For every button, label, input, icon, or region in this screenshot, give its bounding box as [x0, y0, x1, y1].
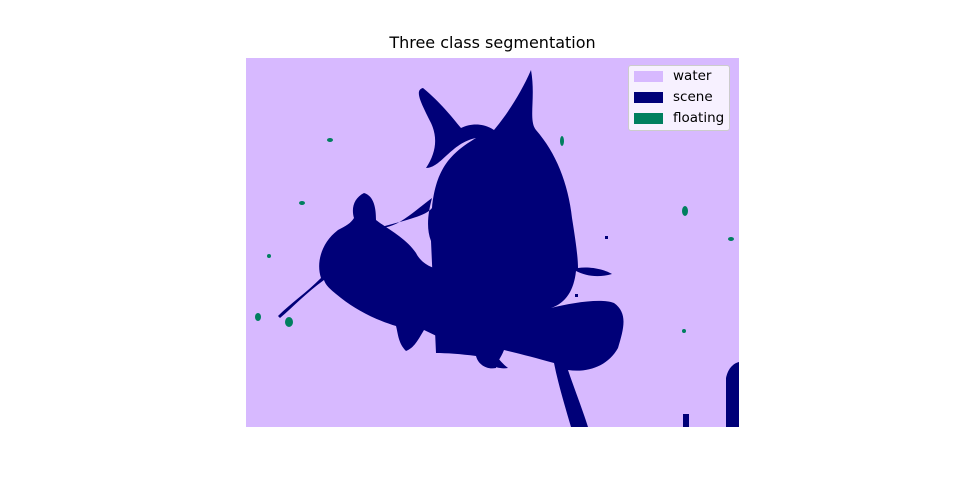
legend-label-scene: scene [673, 89, 713, 105]
floating-speck-8 [728, 237, 734, 241]
scene-speck-2 [575, 294, 578, 297]
legend-swatch-water [634, 70, 663, 82]
scene-region-corner [726, 362, 739, 427]
legend-item-water: water [634, 68, 711, 84]
legend-swatch-scene [634, 91, 663, 103]
legend-swatch-floating [634, 112, 663, 124]
floating-speck-3 [267, 254, 271, 258]
scene-region-small-post [683, 414, 689, 427]
legend-label-water: water [673, 68, 712, 84]
floating-speck-4 [255, 313, 261, 321]
scene-speck-1 [605, 236, 608, 239]
legend-label-floating: floating [673, 110, 725, 126]
legend-item-floating: floating [634, 110, 724, 126]
floating-speck-2 [299, 201, 305, 205]
legend-item-scene: scene [634, 89, 713, 105]
floating-speck-6 [560, 136, 564, 146]
floating-speck-1 [327, 138, 333, 142]
floating-speck-9 [682, 329, 686, 333]
legend: water scene floating [628, 65, 730, 131]
scene-region-dolphin-right [378, 70, 624, 427]
floating-speck-5 [285, 317, 293, 327]
scene-region-dolphin-left [278, 193, 529, 369]
floating-speck-7 [682, 206, 688, 216]
figure-title: Three class segmentation [389, 33, 596, 52]
